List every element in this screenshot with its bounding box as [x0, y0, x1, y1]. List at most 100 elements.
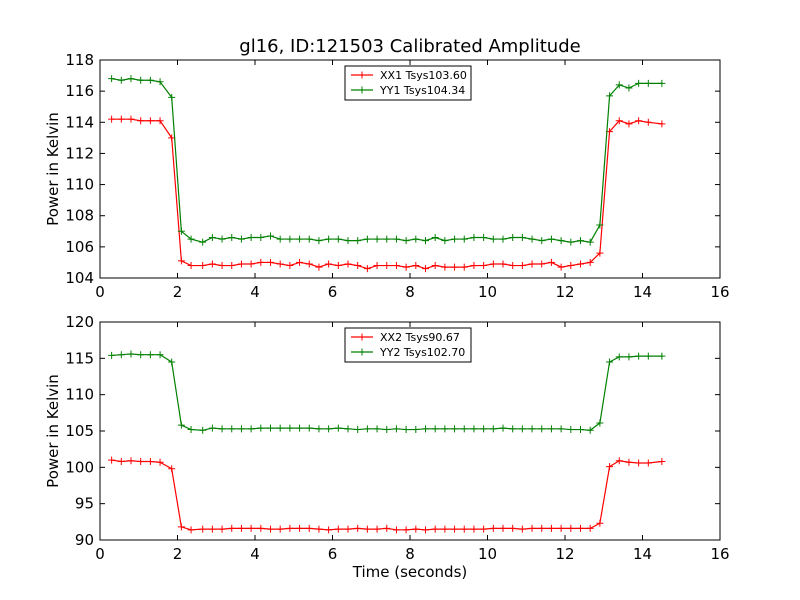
data-point — [199, 262, 207, 270]
data-point — [577, 260, 584, 268]
data-point — [168, 93, 176, 101]
data-point — [441, 263, 449, 271]
data-point — [267, 258, 274, 266]
data-point — [528, 524, 536, 532]
y-tick-label: 95 — [75, 495, 94, 513]
x-tick-label: 10 — [478, 283, 497, 301]
data-point — [127, 115, 135, 123]
plot-frame — [99, 59, 721, 279]
data-point — [518, 525, 526, 533]
data-point — [218, 235, 226, 243]
legend-label: XX1 Tsys103.60 — [380, 69, 467, 82]
data-point — [373, 425, 381, 433]
data-point — [451, 235, 459, 243]
data-point — [528, 425, 536, 433]
x-tick-label: 16 — [710, 545, 729, 563]
x-tick-label: 8 — [405, 283, 415, 301]
data-point — [187, 235, 195, 243]
data-point — [354, 237, 362, 245]
bottom-panel: 0 2 4 6 8 10 12 14 16 90 95 100 105 110 115 120 Power in… — [44, 313, 730, 581]
data-point — [567, 524, 575, 532]
data-point — [567, 426, 575, 434]
data-point — [276, 424, 284, 432]
data-point — [658, 79, 666, 87]
data-point — [344, 260, 352, 268]
data-point — [470, 234, 478, 242]
data-point — [658, 352, 666, 360]
data-point — [422, 425, 429, 433]
data-point — [606, 358, 614, 366]
data-point — [625, 353, 633, 361]
data-point — [228, 262, 236, 270]
data-point — [509, 262, 517, 270]
data-point — [146, 351, 154, 359]
legend-box — [344, 65, 472, 101]
data-point — [460, 263, 468, 271]
data-point — [108, 351, 116, 359]
data-point — [344, 525, 352, 533]
plot-frame — [99, 321, 721, 541]
data-point — [168, 465, 176, 473]
data-point — [431, 525, 439, 533]
data-point — [489, 425, 497, 433]
data-point — [615, 457, 623, 465]
data-point — [296, 235, 304, 243]
data-point — [286, 235, 294, 243]
data-point — [315, 425, 323, 433]
y-tick-label: 110 — [65, 386, 94, 404]
data-point — [499, 524, 507, 532]
data-point — [117, 115, 125, 123]
data-point — [625, 120, 633, 128]
data-point — [567, 238, 575, 246]
y-tick-label: 114 — [65, 113, 94, 131]
data-point — [334, 262, 342, 270]
data-point — [422, 265, 429, 273]
data-point — [392, 235, 400, 243]
data-point — [325, 235, 333, 243]
data-point — [257, 258, 265, 266]
legend-marker — [358, 333, 366, 341]
data-point — [354, 262, 362, 270]
data-point — [441, 425, 449, 433]
data-point — [625, 84, 633, 92]
data-point — [187, 426, 195, 434]
x-tick-label: 4 — [250, 545, 260, 563]
data-point — [538, 524, 546, 532]
data-point — [441, 237, 449, 245]
data-point — [218, 425, 226, 433]
data-point — [489, 524, 497, 532]
data-point — [237, 235, 245, 243]
data-point — [344, 425, 352, 433]
data-point — [276, 260, 284, 268]
data-point — [635, 459, 643, 467]
data-point — [451, 425, 459, 433]
y-tick-label: 106 — [65, 238, 94, 256]
data-point — [315, 263, 323, 271]
data-point — [480, 262, 488, 270]
data-point — [644, 352, 652, 360]
x-tick-label: 6 — [328, 283, 338, 301]
x-tick-label: 0 — [95, 283, 105, 301]
data-point — [137, 351, 145, 359]
data-point — [108, 75, 116, 83]
data-point — [470, 262, 478, 270]
data-point — [156, 117, 164, 125]
data-point — [470, 525, 478, 533]
data-point — [187, 262, 195, 270]
data-point — [363, 425, 371, 433]
data-point — [431, 425, 439, 433]
data-point — [596, 221, 604, 229]
top-panel: 0 2 4 6 8 10 12 14 16 104 106 108 110 112 114 116 118 Pow… — [44, 51, 730, 301]
data-point — [156, 458, 164, 466]
data-point — [528, 235, 536, 243]
data-point — [208, 525, 216, 533]
data-point — [392, 425, 400, 433]
data-point — [156, 351, 164, 359]
data-point — [586, 524, 594, 532]
data-point — [108, 115, 116, 123]
data-point — [286, 262, 294, 270]
x-tick-label: 14 — [633, 283, 652, 301]
data-point — [451, 263, 459, 271]
data-point — [199, 238, 207, 246]
data-point — [470, 425, 478, 433]
